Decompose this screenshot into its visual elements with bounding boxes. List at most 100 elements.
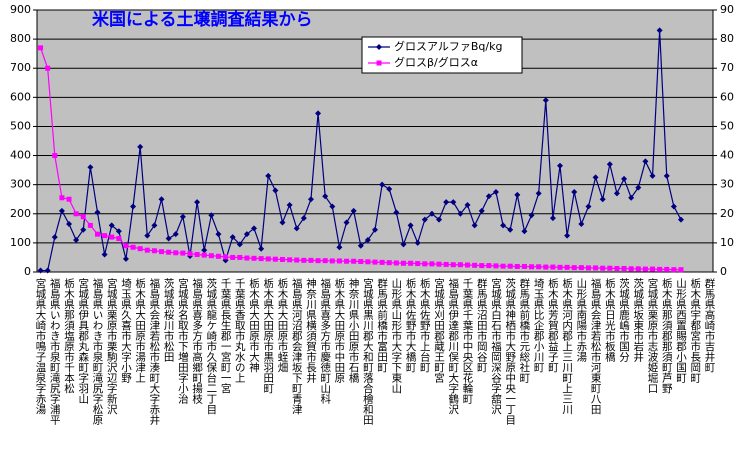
- x-tick-label: 福島県河沼郡会津坂下町青津: [291, 277, 303, 415]
- y2-tick-label: 80: [720, 32, 734, 45]
- data-point: [457, 210, 464, 217]
- data-point: [585, 265, 591, 271]
- x-tick-label: 茨城県龍ケ崎市久保台二丁目: [205, 277, 217, 414]
- data-point: [443, 199, 450, 206]
- data-point: [144, 232, 151, 239]
- data-point: [272, 256, 278, 262]
- data-point: [557, 264, 563, 270]
- data-point: [351, 258, 357, 264]
- data-point: [45, 65, 51, 71]
- data-point: [557, 162, 564, 169]
- x-tick-label: 宮城県名取市下増田字小治: [177, 277, 189, 405]
- data-point: [593, 265, 599, 271]
- data-point: [542, 97, 549, 104]
- data-point: [478, 207, 485, 214]
- y2-tick-label: 20: [720, 207, 734, 220]
- data-point: [564, 232, 571, 239]
- x-tick-label: 栃木県大田原市黒羽田町: [262, 277, 274, 393]
- data-point: [614, 266, 620, 272]
- data-point: [194, 252, 200, 258]
- x-tick-label: 福島県伊達郡川俣町大字鶴沢: [447, 277, 459, 415]
- data-point: [137, 143, 144, 150]
- data-point: [479, 263, 485, 269]
- data-point: [87, 164, 94, 171]
- data-point: [38, 45, 44, 51]
- data-point: [663, 172, 670, 179]
- x-tick-label: 栃木県那須郡那須町芦野: [661, 277, 673, 393]
- data-point: [600, 265, 606, 271]
- data-point: [421, 216, 428, 223]
- data-point: [436, 216, 443, 223]
- x-tick-label: 群馬県前橋市富田町: [376, 277, 388, 372]
- x-tick-label: 群馬県高崎市吉井町: [703, 277, 715, 372]
- data-point: [585, 203, 592, 210]
- data-point: [607, 265, 613, 271]
- data-point: [564, 264, 570, 270]
- data-point: [215, 231, 222, 238]
- data-point: [66, 220, 73, 227]
- data-point: [286, 202, 293, 209]
- x-tick-label: 山形県西置賜郡小国町: [675, 278, 687, 383]
- data-point: [472, 262, 478, 268]
- data-point: [521, 263, 527, 269]
- data-point: [400, 260, 406, 266]
- data-point: [408, 260, 414, 266]
- data-point: [649, 172, 656, 179]
- x-tick-label: 茨城県桜川市松田: [163, 277, 175, 362]
- y-tick-label: 300: [10, 178, 31, 191]
- y-tick-label: 0: [24, 265, 31, 278]
- data-point: [166, 249, 172, 255]
- data-point: [543, 264, 549, 270]
- y2-tick-label: 70: [720, 61, 734, 74]
- data-point: [307, 196, 314, 203]
- data-point: [137, 246, 143, 252]
- data-point: [122, 255, 129, 262]
- data-point: [230, 254, 236, 260]
- x-tick-label: 福島県会津若松市湊町大字赤井: [148, 277, 160, 426]
- data-point: [657, 266, 663, 272]
- data-point: [223, 254, 229, 260]
- data-point: [244, 255, 250, 261]
- data-point: [592, 174, 599, 181]
- data-point: [414, 239, 421, 246]
- data-point: [158, 196, 165, 203]
- y2-tick-label: 60: [720, 90, 734, 103]
- data-point: [514, 191, 521, 198]
- data-point: [677, 216, 684, 223]
- data-point: [109, 234, 115, 240]
- y2-tick-label: 50: [720, 119, 734, 132]
- data-point: [500, 263, 506, 269]
- x-tick-label: 福島県会津若松市河東町八田: [590, 277, 602, 414]
- y-tick-label: 400: [10, 149, 31, 162]
- data-point: [179, 213, 186, 220]
- data-point: [201, 252, 207, 258]
- data-point: [364, 236, 371, 243]
- data-point: [187, 251, 193, 257]
- x-tick-label: 福島県いわき市泉町滝尻字浦平: [49, 277, 61, 426]
- data-point: [315, 258, 321, 264]
- data-point: [549, 215, 556, 222]
- data-point: [243, 231, 250, 238]
- data-point: [251, 225, 258, 232]
- y-tick-label: 800: [10, 32, 31, 45]
- y-tick-label: 600: [10, 90, 31, 103]
- data-point: [165, 235, 172, 242]
- data-point: [628, 194, 635, 201]
- data-point: [465, 262, 471, 268]
- data-point: [521, 228, 528, 235]
- data-point: [308, 257, 314, 263]
- data-point: [457, 262, 463, 268]
- y2-tick-label: 90: [720, 3, 734, 16]
- data-point: [101, 251, 108, 258]
- data-point: [344, 258, 350, 264]
- data-point: [528, 212, 535, 219]
- data-point: [265, 256, 271, 262]
- data-point: [58, 207, 65, 214]
- legend-marker: [376, 44, 382, 50]
- x-tick-label: 埼玉県比企郡小川町: [533, 277, 545, 372]
- data-point: [358, 259, 364, 265]
- x-tick-label: 宮城県刈田郡蔵王町宮: [433, 277, 445, 384]
- data-point: [172, 231, 179, 238]
- y-tick-label: 500: [10, 119, 31, 132]
- y2-tick-label: 30: [720, 178, 734, 191]
